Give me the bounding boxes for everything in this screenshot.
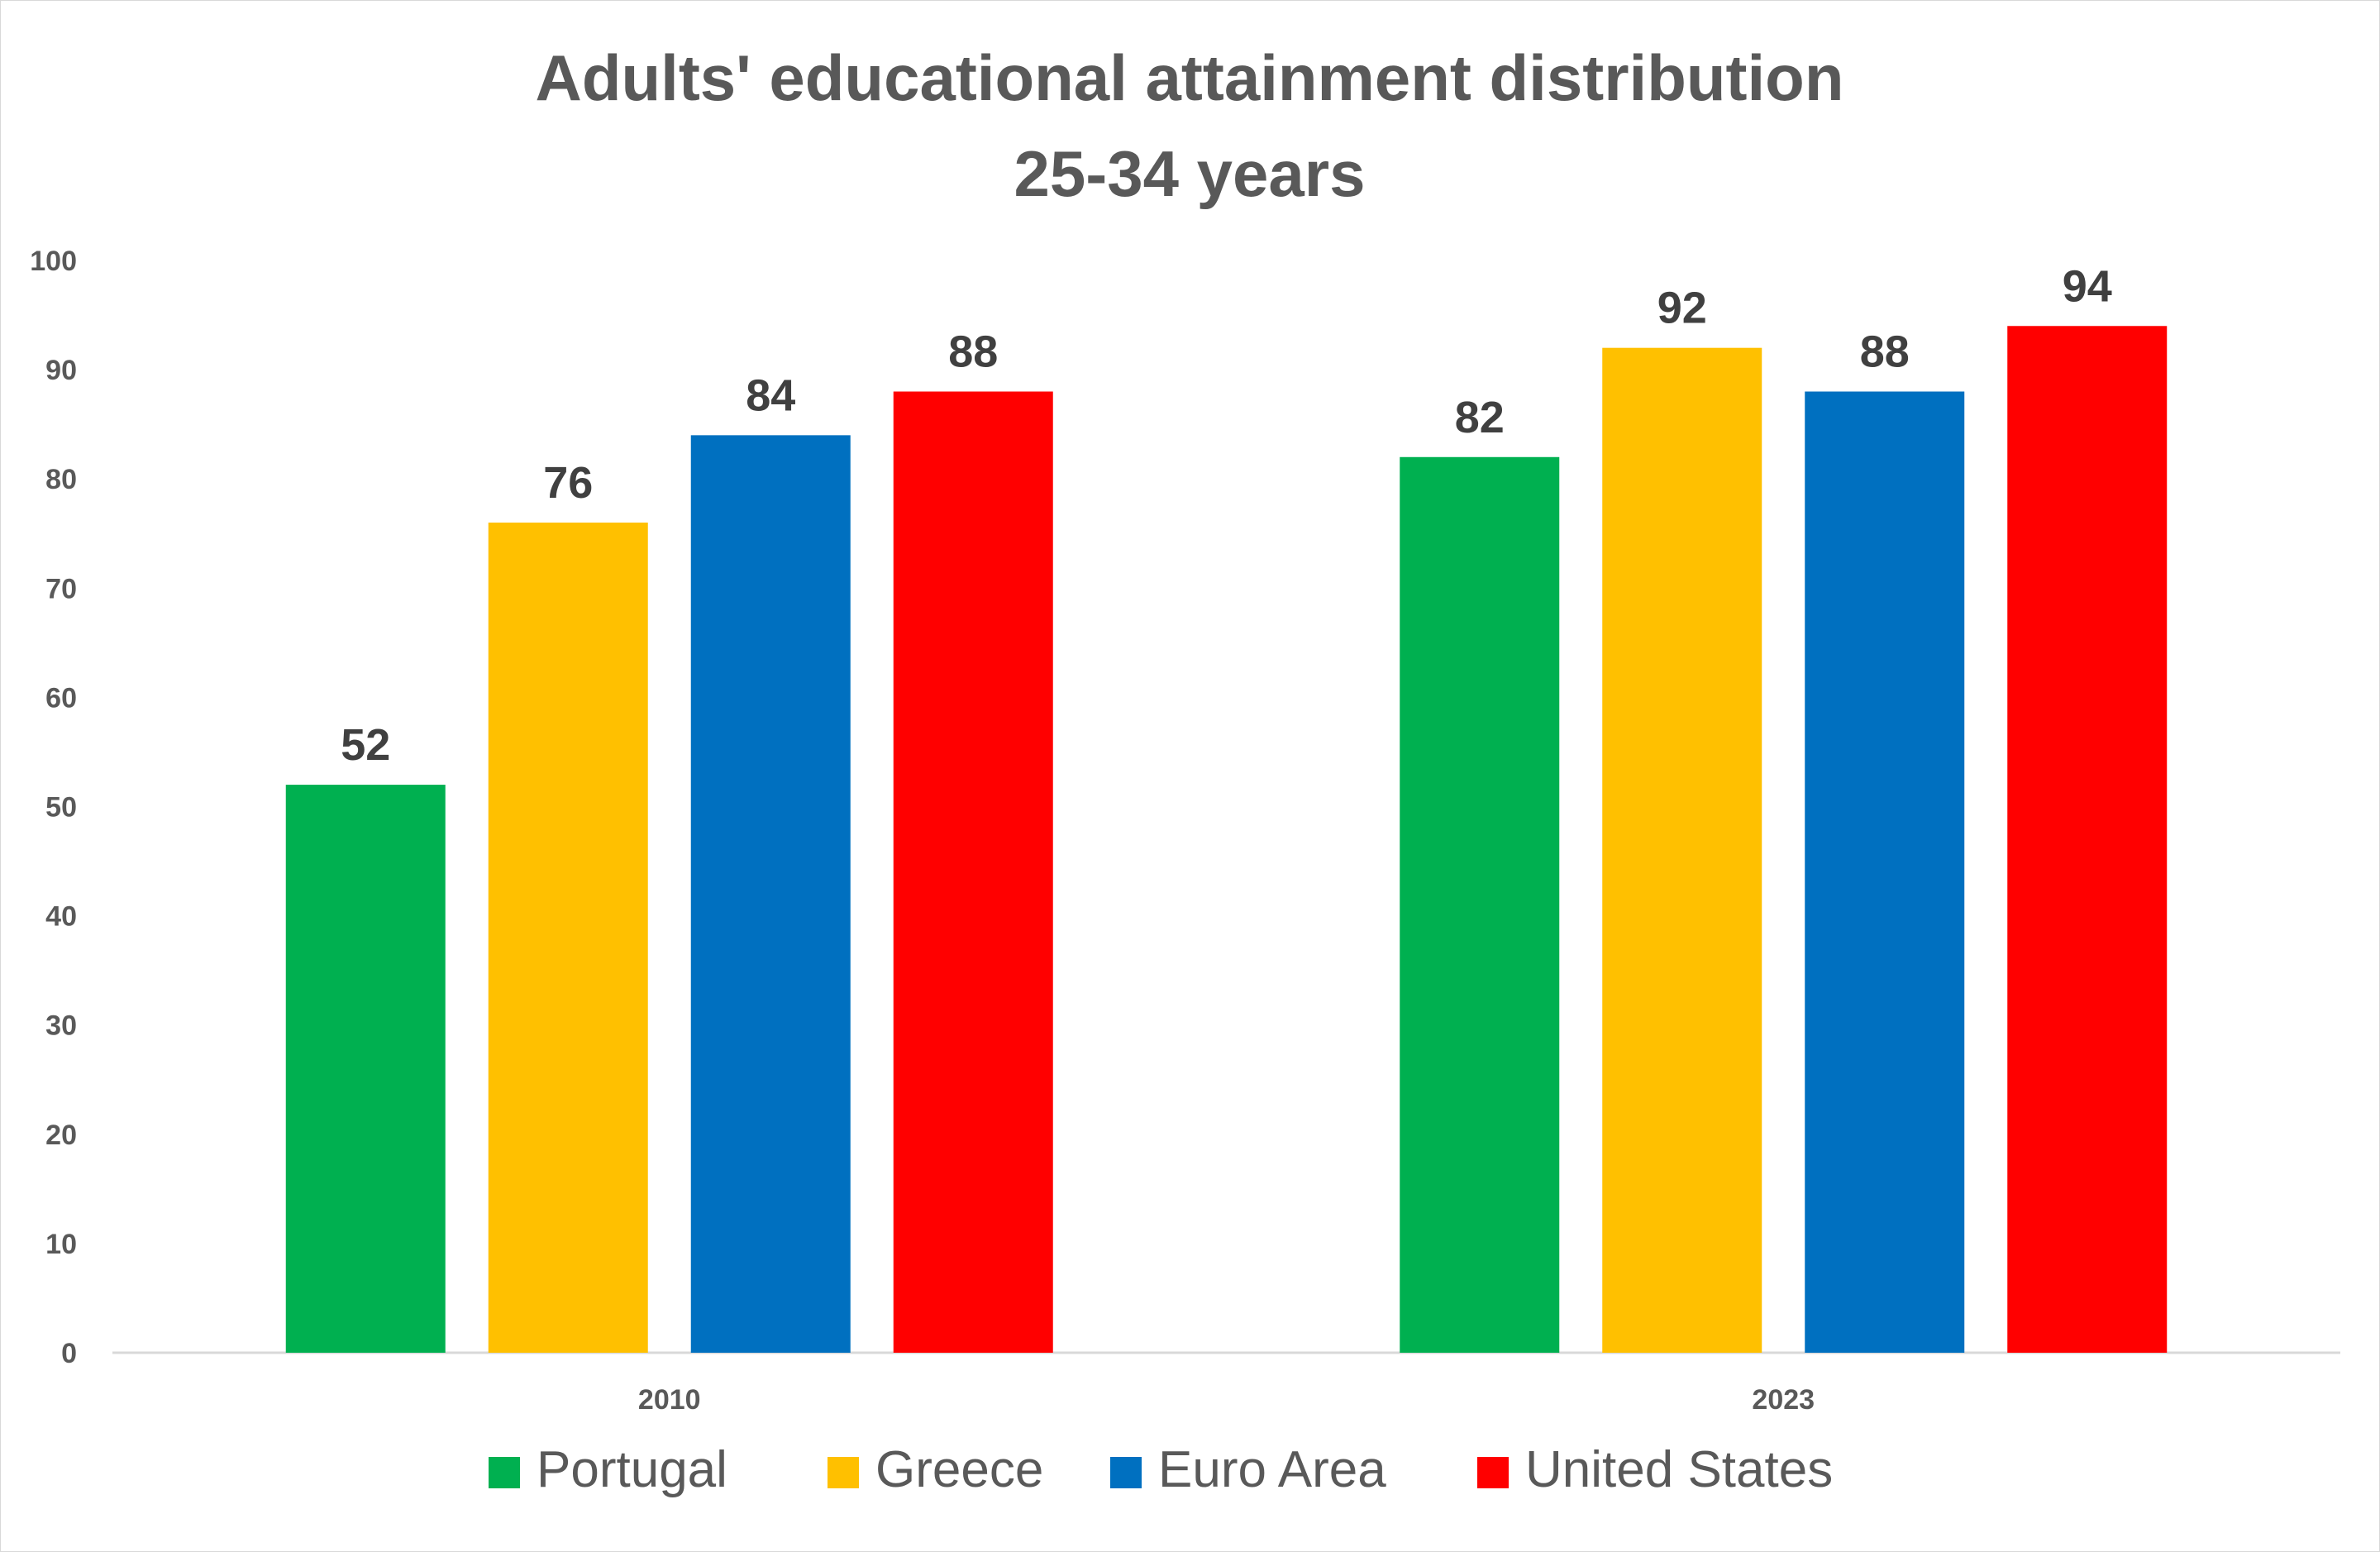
legend-label: United States [1525, 1441, 1833, 1498]
y-tick-label: 30 [45, 1010, 77, 1042]
y-tick-label: 70 [45, 573, 77, 604]
y-tick-label: 20 [45, 1120, 77, 1151]
chart-subtitle: 25-34 years [1014, 137, 1365, 210]
y-axis: 0 10 20 30 40 50 60 70 80 90 100 [30, 246, 77, 1369]
bar-euro-area-2023 [1805, 391, 1965, 1353]
bar-greece-2010 [488, 523, 648, 1353]
y-tick-label: 40 [45, 901, 77, 933]
data-label: 84 [746, 370, 795, 420]
legend: Portugal Greece Euro Area United States [489, 1441, 1833, 1498]
data-label: 52 [341, 720, 390, 770]
legend-swatch [1477, 1457, 1509, 1488]
y-tick-label: 90 [45, 355, 77, 386]
y-tick-label: 10 [45, 1229, 77, 1260]
legend-swatch [828, 1457, 859, 1488]
bar-united-states-2010 [893, 391, 1053, 1353]
y-tick-label: 60 [45, 682, 77, 714]
data-labels: 52 76 84 88 82 92 88 94 [341, 261, 2112, 770]
data-label: 88 [948, 327, 998, 377]
data-label: 76 [543, 458, 593, 508]
y-tick-label: 50 [45, 792, 77, 824]
legend-item-united-states: United States [1477, 1441, 1833, 1498]
x-category-label: 2010 [638, 1384, 701, 1416]
legend-swatch [1110, 1457, 1142, 1488]
x-axis: 2010 2023 [112, 1351, 2340, 1416]
legend-item-portugal: Portugal [489, 1441, 727, 1498]
bar-greece-2023 [1602, 347, 1762, 1354]
y-tick-label: 100 [30, 246, 77, 277]
bar-portugal-2010 [285, 785, 446, 1353]
data-label: 94 [2063, 261, 2112, 311]
legend-label: Euro Area [1158, 1441, 1386, 1498]
legend-swatch [489, 1457, 520, 1488]
chart-title: Adults' educational attainment distribut… [536, 41, 1844, 114]
data-label: 82 [1455, 393, 1505, 442]
data-label: 92 [1657, 284, 1707, 333]
data-label: 88 [1860, 327, 1910, 377]
bar-united-states-2023 [2007, 326, 2168, 1353]
legend-item-greece: Greece [828, 1441, 1043, 1498]
x-category-label: 2023 [1752, 1384, 1815, 1416]
y-tick-label: 0 [61, 1338, 77, 1369]
legend-item-euro-area: Euro Area [1110, 1441, 1386, 1498]
bar-portugal-2023 [1400, 456, 1560, 1353]
bar-euro-area-2010 [690, 435, 851, 1353]
bars [285, 326, 2168, 1354]
legend-label: Portugal [537, 1441, 727, 1498]
legend-label: Greece [875, 1441, 1043, 1498]
y-tick-label: 80 [45, 464, 77, 495]
